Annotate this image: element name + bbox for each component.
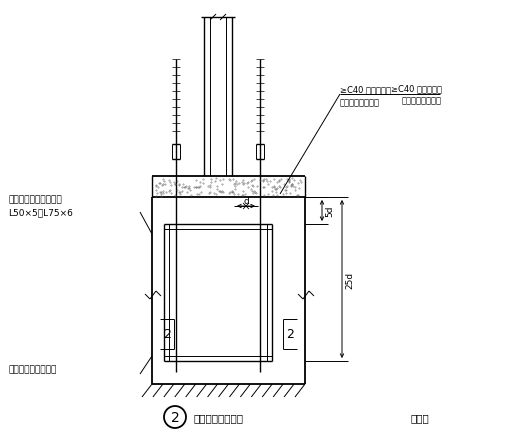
Text: 2: 2: [171, 410, 180, 424]
Text: ≥C40 无收缩碎石: ≥C40 无收缩碎石: [391, 84, 442, 93]
Text: 25d: 25d: [345, 271, 354, 288]
Text: 柱脚锚栓固定支架: 柱脚锚栓固定支架: [193, 412, 243, 422]
Text: 混凝土或锚固砂浆: 混凝土或锚固砂浆: [402, 96, 442, 105]
Text: 2: 2: [163, 328, 171, 341]
Text: ≥C40 无收缩碎石: ≥C40 无收缩碎石: [340, 85, 391, 94]
Text: 5d: 5d: [325, 205, 334, 216]
Text: 混凝土或锚固砂浆: 混凝土或锚固砂浆: [340, 98, 380, 107]
Text: 2: 2: [286, 328, 294, 341]
Text: L50×5～L75×6: L50×5～L75×6: [8, 208, 73, 217]
Text: （二）: （二）: [410, 412, 429, 422]
Text: 锚栓固定角钢，通常用: 锚栓固定角钢，通常用: [8, 195, 62, 204]
Text: 锚栓固定架设置标高: 锚栓固定架设置标高: [8, 365, 56, 374]
Text: d: d: [243, 196, 249, 205]
